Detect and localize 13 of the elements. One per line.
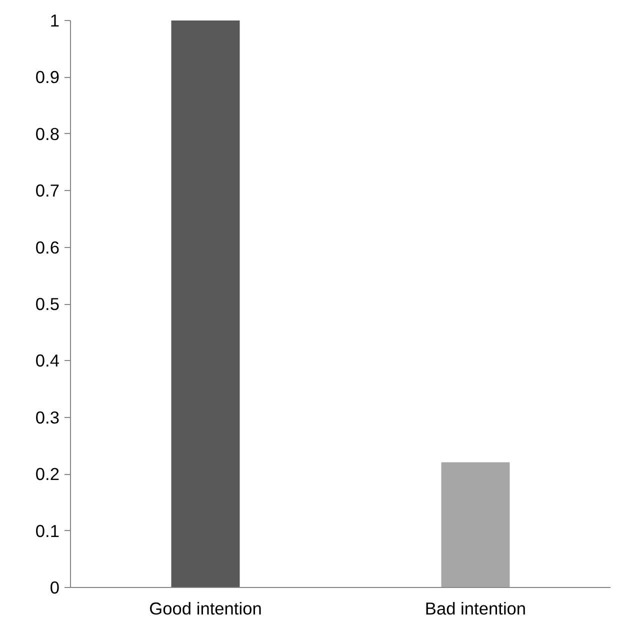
y-tick-label: 1 <box>50 10 60 30</box>
y-tick-label: 0 <box>50 578 60 598</box>
y-tick-label: 0.9 <box>35 67 60 88</box>
y-tick-label: 0.5 <box>35 294 60 314</box>
y-tick-label: 0.4 <box>35 350 60 371</box>
y-tick-label: 0.3 <box>35 407 60 428</box>
y-tick-label: 0.8 <box>35 124 60 144</box>
y-tick-label: 0.2 <box>35 464 60 484</box>
x-tick-label: Good intention <box>149 598 262 618</box>
y-tick-label: 0.7 <box>35 180 60 201</box>
y-tick-label: 0.1 <box>35 520 60 541</box>
x-tick-label: Bad intention <box>424 598 526 618</box>
y-tick-label: 0.6 <box>35 237 60 258</box>
